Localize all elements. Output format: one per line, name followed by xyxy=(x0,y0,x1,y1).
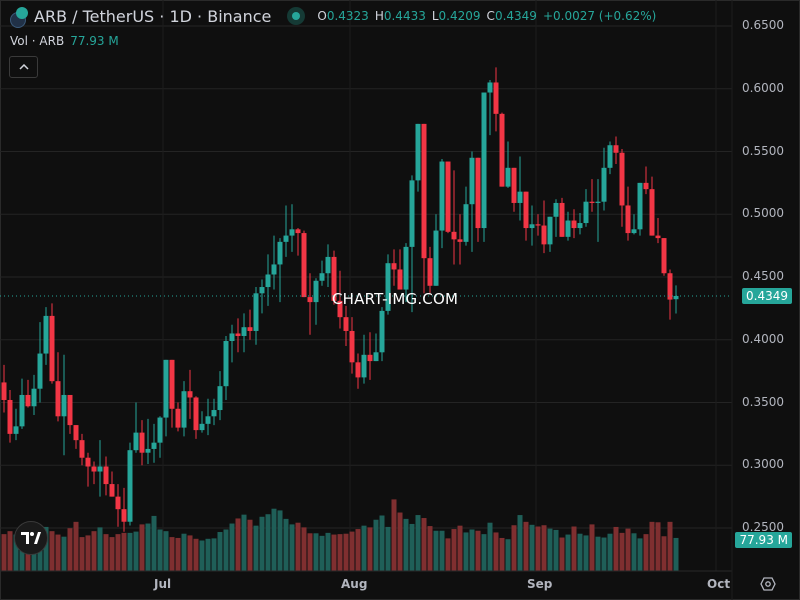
volume-legend: Vol · ARB 77.93 M xyxy=(10,34,119,48)
tradingview-logo-icon[interactable] xyxy=(14,521,48,555)
volume-value: 77.93 M xyxy=(70,34,119,48)
ohlc-values: O0.4323 H0.4433 L0.4209 C0.4349 +0.0027 … xyxy=(317,9,657,23)
settings-gear-icon[interactable] xyxy=(760,576,776,592)
volume-tag: 77.93 M xyxy=(735,532,792,548)
chevron-up-icon xyxy=(18,64,29,70)
price-tick: 0.4000 xyxy=(742,331,784,346)
open-value: 0.4323 xyxy=(326,9,369,23)
time-tick: Jul xyxy=(154,577,172,591)
high-value: 0.4433 xyxy=(383,9,426,23)
price-tick: 0.3000 xyxy=(742,457,784,472)
price-tick: 0.5500 xyxy=(742,143,784,158)
volume-label: Vol · ARB xyxy=(10,34,65,48)
price-tick: 0.5000 xyxy=(742,206,784,221)
arbitrum-logo-icon xyxy=(8,6,28,28)
price-tick: 0.2500 xyxy=(742,520,784,534)
symbol-legend: ARB / TetherUS · 1D · Binance O0.4323 H0… xyxy=(8,6,657,28)
close-value: 0.4349 xyxy=(494,9,537,23)
collapse-legend-button[interactable] xyxy=(9,56,38,78)
market-open-status-icon[interactable] xyxy=(287,7,306,25)
time-tick: Oct xyxy=(707,577,731,591)
price-tick: 0.3500 xyxy=(742,394,784,409)
time-tick: Aug xyxy=(341,577,368,591)
watermark: CHART-IMG.COM xyxy=(332,290,459,308)
time-tick: Sep xyxy=(527,577,553,591)
change-value: +0.0027 (+0.62%) xyxy=(542,9,657,23)
price-tick: 0.6500 xyxy=(742,18,784,32)
volume-bars xyxy=(1,499,679,571)
last-price-tag: 0.4349 xyxy=(742,288,792,304)
grid-lines xyxy=(0,0,732,571)
price-tick: 0.6000 xyxy=(742,80,784,95)
price-tick: 0.4500 xyxy=(742,269,784,283)
symbol-title[interactable]: ARB / TetherUS · 1D · Binance xyxy=(34,6,272,26)
low-value: 0.4209 xyxy=(438,9,481,23)
price-candles xyxy=(1,67,679,532)
